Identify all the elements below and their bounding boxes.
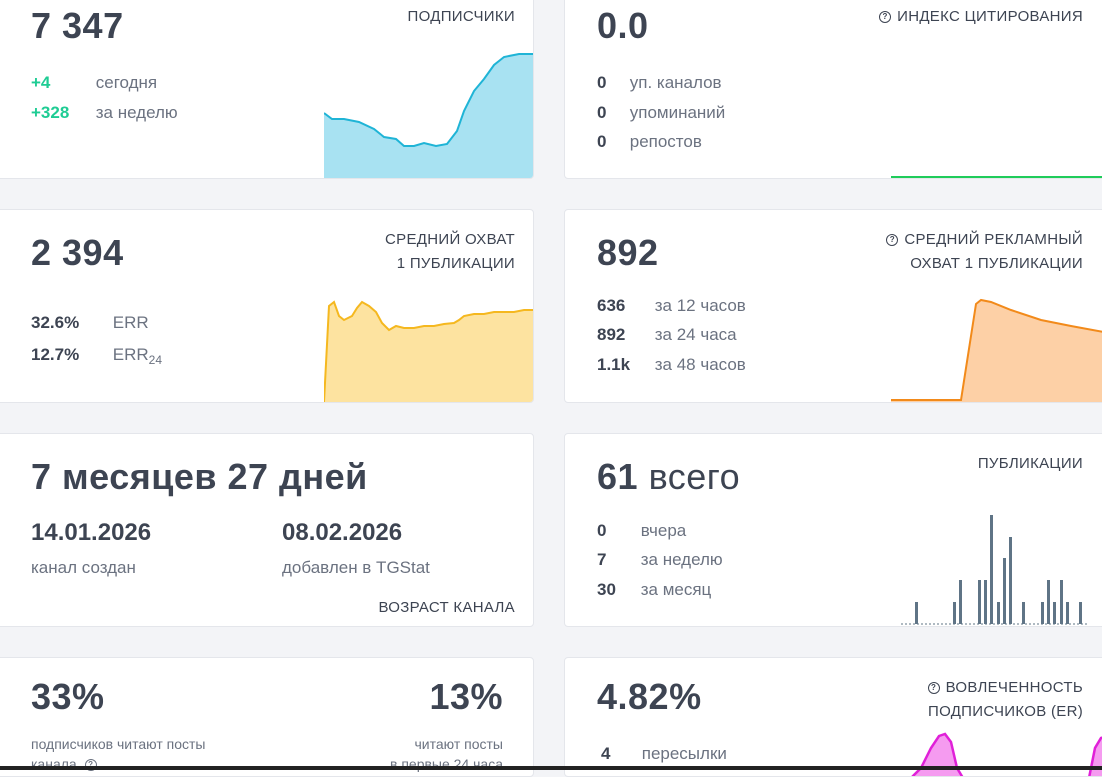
ad-reach-value: 892: [597, 232, 659, 273]
help-icon[interactable]: ?: [927, 682, 940, 694]
reach-label: СРЕДНИЙ ОХВАТ 1 ПУБЛИКАЦИИ: [385, 228, 515, 276]
readers-card[interactable]: 33% подписчиков читают посты канала ? 13…: [0, 657, 534, 777]
posts-value: 61 всего: [597, 456, 740, 498]
ad-reach-48h-row: 1.1k за 48 часов: [597, 355, 746, 375]
readers-right-text-line2: в первые 24 часа: [390, 756, 503, 772]
ad-reach-12h-value: 636: [597, 296, 626, 315]
posts-week-label: за неделю: [640, 550, 723, 569]
engagement-forwards-label: пересылки: [641, 744, 727, 763]
subscribers-sparkline: [324, 53, 533, 178]
engagement-card[interactable]: 4.82% ? ВОВЛЕЧЕННОСТЬ ПОДПИСЧИКОВ (ER) 4 …: [564, 657, 1102, 777]
reach-err-label: ERR: [112, 313, 149, 332]
posts-yesterday-row: 0 вчера: [597, 521, 686, 541]
reach-err24-value: 12.7%: [31, 345, 80, 364]
engagement-value: 4.82%: [597, 676, 702, 717]
citation-label-wrap: ? ИНДЕКС ЦИТИРОВАНИЯ: [879, 5, 1083, 29]
subscribers-today-row: +4 сегодня: [31, 73, 157, 93]
reach-err24-row: 12.7% ERR24: [31, 345, 162, 367]
posts-month-row: 30 за месяц: [597, 580, 711, 600]
citation-value: 0.0: [597, 5, 649, 46]
ad-reach-sparkline: [891, 298, 1102, 402]
posts-week-row: 7 за неделю: [597, 550, 723, 570]
age-label: ВОЗРАСТ КАНАЛА: [378, 599, 515, 616]
reach-card[interactable]: 2 394 СРЕДНИЙ ОХВАТ 1 ПУБЛИКАЦИИ 32.6% E…: [0, 209, 534, 403]
ad-reach-24h-label: за 24 часа: [654, 325, 737, 344]
engagement-label-line2: ПОДПИСЧИКОВ (ER): [928, 703, 1083, 720]
ad-reach-12h-label: за 12 часов: [654, 296, 746, 315]
posts-bar-chart: [901, 515, 1089, 625]
age-card[interactable]: 7 месяцев 27 дней 14.01.2026 канал созда…: [0, 433, 534, 627]
posts-yesterday-label: вчера: [640, 521, 687, 540]
posts-count: 61: [597, 456, 639, 497]
subscribers-today-count: +4: [31, 73, 51, 92]
posts-month-count: 30: [597, 580, 616, 599]
subscribers-label: ПОДПИСЧИКИ: [407, 8, 515, 25]
citation-channels-count: 0: [597, 73, 607, 92]
ad-reach-24h-row: 892 за 24 часа: [597, 325, 737, 345]
citation-mentions-label: упоминаний: [629, 103, 726, 122]
citation-sparkline: [891, 176, 1102, 178]
ad-reach-48h-value: 1.1k: [597, 355, 631, 374]
subscribers-week-label: за неделю: [95, 103, 178, 122]
subscribers-card[interactable]: 7 347 ПОДПИСЧИКИ +4 сегодня +328 за неде…: [0, 0, 534, 179]
readers-right-value: 13%: [429, 676, 503, 717]
reach-err-row: 32.6% ERR: [31, 313, 149, 333]
reach-err24-label: ERR24: [112, 345, 162, 367]
engagement-label-line1: ВОВЛЕЧЕННОСТЬ: [945, 679, 1083, 696]
subscribers-week-count: +328: [31, 103, 70, 122]
readers-left-text-line1: подписчиков читают посты: [31, 736, 206, 752]
reach-value: 2 394: [31, 232, 124, 273]
posts-month-label: за месяц: [640, 580, 712, 599]
readers-left-value: 33%: [31, 676, 105, 717]
ad-reach-card[interactable]: 892 ? СРЕДНИЙ РЕКЛАМНЫЙ ОХВАТ 1 ПУБЛИКАЦИ…: [564, 209, 1102, 403]
help-icon[interactable]: ?: [886, 234, 899, 246]
reach-label-line2: 1 ПУБЛИКАЦИИ: [396, 255, 515, 272]
engagement-forwards-count: 4: [601, 744, 611, 763]
created-label: канал создан: [31, 558, 136, 577]
help-icon[interactable]: ?: [879, 11, 892, 23]
posts-count-word: всего: [648, 456, 741, 497]
engagement-label: ? ВОВЛЕЧЕННОСТЬ ПОДПИСЧИКОВ (ER): [927, 676, 1083, 724]
citation-mentions-row: 0 упоминаний: [597, 103, 725, 123]
citation-reposts-row: 0 репостов: [597, 132, 702, 152]
added-date: 08.02.2026: [282, 519, 403, 546]
citation-reposts-count: 0: [597, 132, 607, 151]
posts-card[interactable]: 61 всего ПУБЛИКАЦИИ 0 вчера 7 за неделю …: [564, 433, 1102, 627]
citation-reposts-label: репостов: [629, 132, 702, 151]
bottom-edge-bar: [0, 766, 1102, 770]
reach-sparkline: [324, 300, 533, 402]
ad-reach-48h-label: за 48 часов: [654, 355, 746, 374]
ad-reach-label-line2: ОХВАТ 1 ПУБЛИКАЦИИ: [910, 255, 1083, 272]
citation-mentions-count: 0: [597, 103, 607, 122]
readers-right-text-line1: читают посты: [414, 736, 504, 752]
ad-reach-24h-value: 892: [597, 325, 626, 344]
citation-channels-label: уп. каналов: [629, 73, 722, 92]
ad-reach-label-line1: СРЕДНИЙ РЕКЛАМНЫЙ: [904, 231, 1083, 248]
posts-label: ПУБЛИКАЦИИ: [977, 455, 1083, 472]
created-date: 14.01.2026: [31, 519, 152, 546]
citation-label: ИНДЕКС ЦИТИРОВАНИЯ: [897, 8, 1083, 25]
subscribers-today-label: сегодня: [95, 73, 158, 92]
added-label: добавлен в TGStat: [282, 558, 430, 577]
ad-reach-12h-row: 636 за 12 часов: [597, 296, 746, 316]
citation-card[interactable]: 0.0 ? ИНДЕКС ЦИТИРОВАНИЯ 0 уп. каналов 0 …: [564, 0, 1102, 179]
age-value: 7 месяцев 27 дней: [31, 456, 368, 497]
reach-err-value: 32.6%: [31, 313, 80, 332]
posts-week-count: 7: [597, 550, 607, 569]
engagement-forwards-row: 4 пересылки: [601, 744, 727, 764]
reach-err24-sub: 24: [148, 353, 162, 367]
reach-label-line1: СРЕДНИЙ ОХВАТ: [385, 231, 515, 248]
subscribers-week-row: +328 за неделю: [31, 103, 178, 123]
citation-channels-row: 0 уп. каналов: [597, 73, 722, 93]
ad-reach-label: ? СРЕДНИЙ РЕКЛАМНЫЙ ОХВАТ 1 ПУБЛИКАЦИИ: [886, 228, 1083, 276]
subscribers-value: 7 347: [31, 5, 124, 46]
posts-yesterday-count: 0: [597, 521, 607, 540]
